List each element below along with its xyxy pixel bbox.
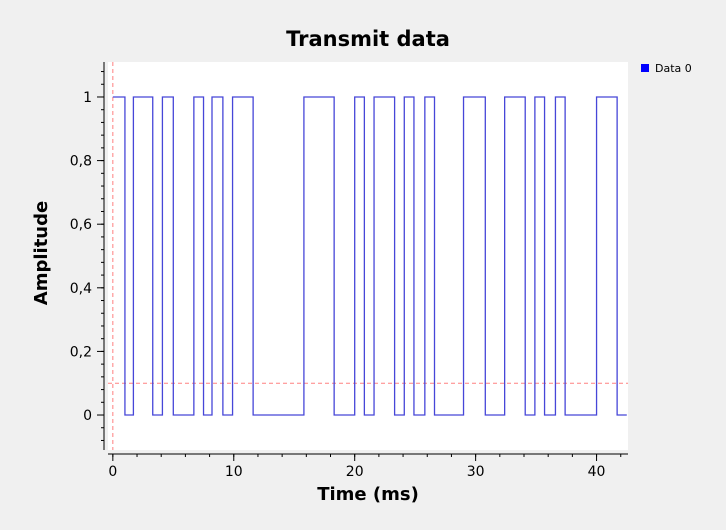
y-tick-label: 0,2: [70, 344, 92, 360]
y-tick-label: 0,4: [70, 281, 92, 297]
chart-title: Transmit data: [286, 27, 450, 51]
x-tick-label: 10: [225, 464, 243, 480]
y-tick-label: 0,6: [70, 217, 92, 233]
y-axis: 0 0,2 0,4 0,6 0,8 1: [70, 62, 105, 450]
marker-lines: [108, 62, 628, 450]
x-tick-label: 20: [346, 464, 364, 480]
x-tick-label: 40: [588, 464, 606, 480]
legend-entry-label: Data 0: [655, 62, 692, 75]
y-tick-label: 0: [83, 408, 92, 424]
y-axis-title: Amplitude: [31, 201, 52, 305]
legend: Data 0: [641, 62, 692, 75]
x-axis: 0 10 20 30 40: [108, 453, 628, 480]
x-axis-title: Time (ms): [317, 484, 419, 505]
plot-area: [108, 62, 628, 450]
series-layer: [112, 96, 627, 416]
y-tick-label: 0,8: [70, 154, 92, 170]
legend-swatch: [641, 64, 649, 72]
x-tick-label: 0: [108, 464, 117, 480]
y-tick-label: 1: [83, 90, 92, 106]
series-line-0: [112, 96, 627, 416]
x-tick-label: 30: [467, 464, 485, 480]
